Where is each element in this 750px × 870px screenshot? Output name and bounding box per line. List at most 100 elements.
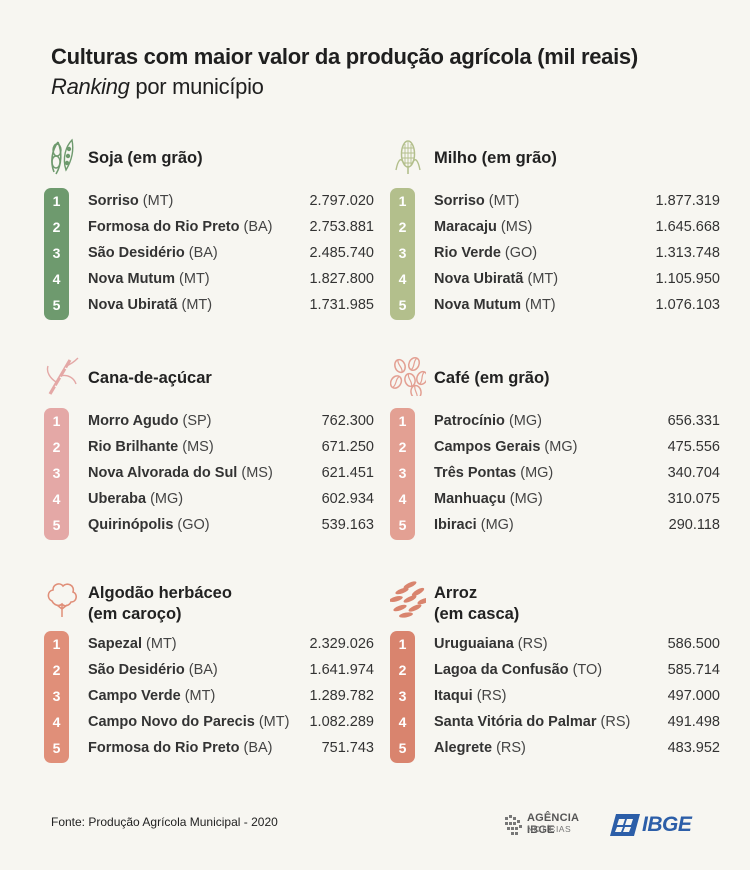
state-code: (MG)	[509, 491, 543, 507]
chart-title: Culturas com maior valor da produção agr…	[51, 44, 638, 69]
rank-color-bar	[390, 408, 415, 540]
rank-number: 5	[398, 740, 407, 756]
table-row: 2 Campos Gerais (MG) 475.556	[390, 435, 720, 461]
municipality-name: Quirinópolis (GO)	[88, 517, 210, 533]
production-value: 483.952	[667, 740, 720, 756]
production-value: 751.743	[321, 740, 374, 756]
production-value: 2.797.020	[309, 193, 374, 209]
municipality-name: Nova Mutum (MT)	[88, 271, 210, 287]
table-row: 4 Nova Mutum (MT) 1.827.800	[44, 267, 374, 293]
municipality-name: Nova Ubiratã (MT)	[88, 297, 213, 313]
rank-number: 4	[52, 491, 61, 507]
state-code: (BA)	[243, 219, 273, 235]
production-value: 762.300	[321, 413, 374, 429]
state-code: (RS)	[600, 714, 631, 730]
table-row: 5 Ibiraci (MG) 290.118	[390, 513, 720, 539]
municipality-name: Formosa do Rio Preto (BA)	[88, 740, 273, 756]
municipality-name: Rio Verde (GO)	[434, 245, 538, 261]
production-value: 497.000	[667, 688, 720, 704]
ibge-mark-icon	[610, 814, 640, 836]
ranking-panel: Soja (em grão) 1 Sorriso (MT) 2.797.020 2 For…	[44, 136, 374, 320]
table-row: 5 Quirinópolis (GO) 539.163	[44, 513, 374, 539]
state-code: (MG)	[520, 465, 554, 481]
production-value: 671.250	[321, 439, 374, 455]
production-value: 2.485.740	[309, 245, 374, 261]
state-code: (RS)	[496, 740, 526, 756]
production-value: 585.714	[667, 662, 720, 678]
production-value: 290.118	[668, 517, 720, 533]
rank-color-bar	[44, 408, 69, 540]
rank-number: 5	[52, 740, 61, 756]
production-value: 491.498	[667, 714, 720, 730]
rank-number: 5	[52, 297, 61, 313]
sugarcane-icon	[46, 357, 79, 395]
production-value: 310.075	[667, 491, 720, 507]
municipality-name: Morro Agudo (SP)	[88, 413, 212, 429]
panel-title: Algodão herbáceo (em caroço)	[88, 584, 232, 623]
rank-number: 1	[398, 193, 407, 209]
rank-number: 3	[398, 245, 407, 261]
state-code: (MT)	[184, 688, 216, 704]
rank-color-bar	[44, 631, 69, 763]
state-code: (BA)	[188, 662, 218, 678]
state-code: (MG)	[150, 491, 184, 507]
municipality-name: Uberaba (MG)	[88, 491, 184, 507]
rank-color-bar	[390, 188, 415, 320]
state-code: (BA)	[243, 740, 273, 756]
ranking-list: 1 Sapezal (MT) 2.329.026 2 São Desidério (BA…	[44, 631, 374, 763]
production-value: 2.329.026	[309, 636, 374, 652]
ranking-panel: Algodão herbáceo (em caroço) 1 Sapezal (MT)…	[44, 579, 374, 763]
municipality-name: Rio Brilhante (MS)	[88, 439, 214, 455]
ranking-list: 1 Sorriso (MT) 2.797.020 2 Formosa do Rio Pr…	[44, 188, 374, 320]
production-value: 1.105.950	[655, 271, 720, 287]
production-value: 1.076.103	[655, 297, 720, 313]
state-code: (RS)	[517, 636, 548, 652]
state-code: (MS)	[241, 465, 273, 481]
table-row: 5 Alegrete (RS) 483.952	[390, 736, 720, 762]
rank-number: 5	[52, 517, 61, 533]
table-row: 2 Lagoa da Confusão (TO) 585.714	[390, 658, 720, 684]
state-code: (GO)	[177, 517, 210, 533]
state-code: (MG)	[508, 413, 542, 429]
ranking-list: 1 Uruguaiana (RS) 586.500 2 Lagoa da Confusã…	[390, 631, 720, 763]
ranking-panel: Cana-de-açúcar 1 Morro Agudo (SP) 762.300 2 R…	[44, 356, 374, 540]
ranking-list: 1 Patrocínio (MG) 656.331 2 Campos Gerais (M…	[390, 408, 720, 540]
municipality-name: Sorriso (MT)	[88, 193, 174, 209]
state-code: (MG)	[544, 439, 578, 455]
municipality-name: Campo Novo do Parecis (MT)	[88, 714, 290, 730]
table-row: 1 Sorriso (MT) 1.877.319	[390, 189, 720, 215]
ranking-panel: Milho (em grão) 1 Sorriso (MT) 1.877.319 2 Ma…	[390, 136, 720, 320]
rank-number: 2	[398, 662, 407, 678]
rank-number: 3	[52, 465, 61, 481]
production-value: 656.331	[667, 413, 720, 429]
rank-number: 3	[52, 245, 61, 261]
subtitle-italic: Ranking	[51, 74, 130, 99]
table-row: 3 São Desidério (BA) 2.485.740	[44, 241, 374, 267]
rank-number: 1	[398, 413, 407, 429]
municipality-name: Patrocínio (MG)	[434, 413, 542, 429]
production-value: 1.645.668	[655, 219, 720, 235]
municipality-name: São Desidério (BA)	[88, 662, 218, 678]
rank-number: 2	[398, 439, 407, 455]
rice-icon	[390, 581, 426, 618]
table-row: 3 Três Pontas (MG) 340.704	[390, 461, 720, 487]
subtitle-rest: por município	[129, 74, 264, 99]
rank-number: 4	[398, 491, 407, 507]
table-row: 4 Manhuaçu (MG) 310.075	[390, 487, 720, 513]
rank-number: 4	[398, 271, 407, 287]
table-row: 1 Sorriso (MT) 2.797.020	[44, 189, 374, 215]
table-row: 4 Campo Novo do Parecis (MT) 1.082.289	[44, 710, 374, 736]
rank-number: 5	[398, 517, 407, 533]
table-row: 1 Sapezal (MT) 2.329.026	[44, 632, 374, 658]
state-code: (MT)	[142, 193, 174, 209]
production-value: 621.451	[321, 465, 374, 481]
rank-color-bar	[44, 188, 69, 320]
production-value: 1.082.289	[309, 714, 374, 730]
ranking-panel: Arroz (em casca) 1 Uruguaiana (RS) 586.500 2 L…	[390, 579, 720, 763]
production-value: 475.556	[667, 439, 720, 455]
rank-number: 3	[398, 465, 407, 481]
ibge-logo: IBGE	[610, 812, 706, 838]
production-value: 1.731.985	[309, 297, 374, 313]
municipality-name: Nova Mutum (MT)	[434, 297, 556, 313]
production-value: 1.827.800	[309, 271, 374, 287]
